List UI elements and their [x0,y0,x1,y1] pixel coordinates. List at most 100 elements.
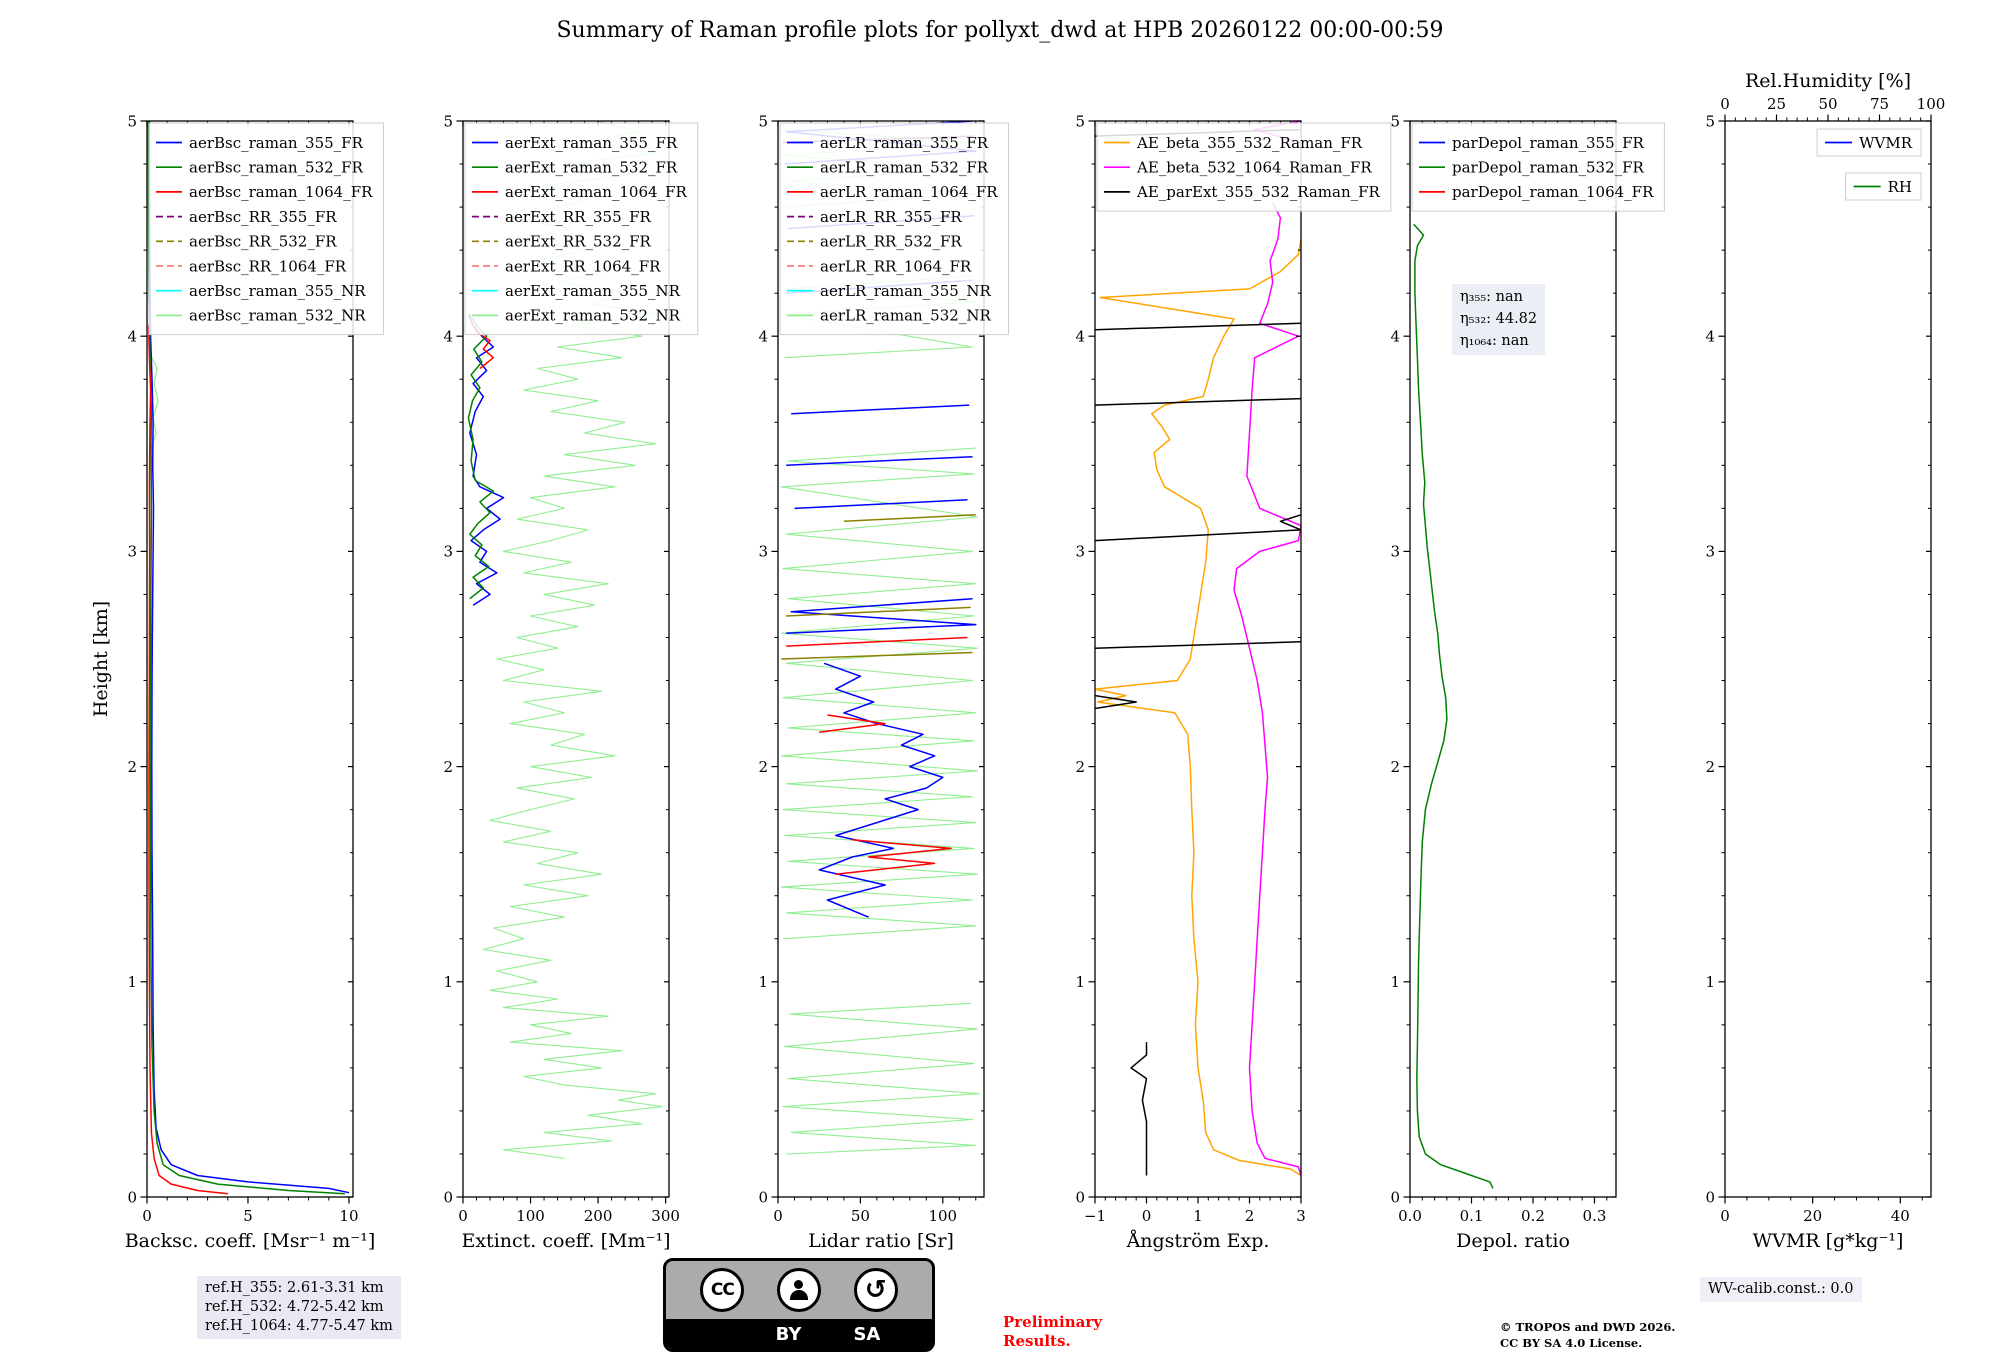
svg-text:2: 2 [1245,1207,1255,1225]
svg-text:10: 10 [339,1207,358,1225]
plot-frame [462,120,670,1198]
svg-text:75: 75 [1870,95,1889,113]
svg-text:parDepol_raman_1064_FR: parDepol_raman_1064_FR [1452,183,1654,201]
svg-text:3: 3 [1075,543,1085,561]
series-aerLR_raman_355_FR [786,597,977,634]
svg-text:25: 25 [1767,95,1786,113]
cc-icon-label: CC [710,1280,735,1300]
legend: AE_beta_355_532_Raman_FR AE_beta_532_1064… [1096,122,1392,212]
panel-extinction: 0 100 200 300 0 1 2 3 4 5 Extinct. coeff. [Mm⁻¹] ae… [443,112,699,1252]
svg-text:parDepol_raman_532_FR: parDepol_raman_532_FR [1452,158,1645,176]
legend: WVMR RH [1816,128,1922,201]
svg-text:4: 4 [1075,327,1085,345]
cc-license-badge: CC ↺ BY SA [663,1258,935,1352]
svg-text:0: 0 [773,1207,783,1225]
panel-depol: 0.0 0.1 0.2 0.3 0 1 2 3 4 5 Depol. ratio parDepol_r… [1390,112,1665,1252]
ref-height-532: ref.H_532: 4.72-5.42 km [205,1299,384,1316]
axes-ticks: 0 5 10 0 1 2 3 4 5 [127,112,358,1225]
svg-text:aerLR_raman_355_FR: aerLR_raman_355_FR [820,134,989,152]
svg-text:4: 4 [127,327,137,345]
svg-text:2: 2 [1075,758,1085,776]
svg-text:RH: RH [1888,178,1912,196]
svg-text:0: 0 [1390,1188,1400,1206]
axes-ticks: 0.0 0.1 0.2 0.3 0 1 2 3 4 5 [1390,112,1616,1225]
svg-text:aerLR_raman_532_NR: aerLR_raman_532_NR [820,307,991,325]
sa-arrow-icon: ↺ [853,1268,898,1312]
svg-text:5: 5 [758,112,768,130]
eta-1064-value: η₁₀₆₄: nan [1460,332,1529,349]
svg-text:aerExt_RR_1064_FR: aerExt_RR_1064_FR [505,257,661,275]
svg-text:aerExt_RR_532_FR: aerExt_RR_532_FR [505,233,652,251]
series-parDepol_raman_532_FR [1413,223,1494,1189]
svg-text:parDepol_raman_355_FR: parDepol_raman_355_FR [1452,134,1645,152]
svg-text:aerBsc_RR_532_FR: aerBsc_RR_532_FR [189,233,337,251]
figure-title: Summary of Raman profile plots for polly… [556,18,1444,43]
series-layer [147,121,350,1195]
plot-frame [146,120,354,1198]
svg-text:aerExt_raman_1064_FR: aerExt_raman_1064_FR [505,183,687,201]
svg-text:100: 100 [928,1207,957,1225]
plot-frame [1094,120,1302,1198]
sa-label: SA [853,1323,881,1345]
plot-frame [777,120,985,1198]
svg-text:1: 1 [443,973,453,991]
svg-text:0: 0 [127,1188,137,1206]
svg-text:2: 2 [127,758,137,776]
svg-text:0: 0 [1720,1207,1730,1225]
svg-text:0: 0 [142,1207,152,1225]
svg-text:3: 3 [443,543,453,561]
plot-frame [1409,120,1617,1198]
svg-text:50: 50 [1818,95,1837,113]
cc-icon: CC [700,1268,745,1312]
panel-lidar_ratio: 0 50 100 0 1 2 3 4 5 Lidar ratio [Sr] aerLR_raman_… [758,112,1010,1252]
series-AE_parExt_355_532_Raman_FR [1095,641,1301,649]
svg-text:0.3: 0.3 [1583,1207,1607,1225]
svg-text:2: 2 [1390,758,1400,776]
svg-text:aerLR_raman_1064_FR: aerLR_raman_1064_FR [820,183,998,201]
svg-text:aerBsc_raman_1064_FR: aerBsc_raman_1064_FR [189,183,373,201]
svg-text:aerLR_raman_532_FR: aerLR_raman_532_FR [820,158,989,176]
svg-text:−1: −1 [1084,1207,1106,1225]
series-layer [1413,223,1494,1189]
svg-text:5: 5 [243,1207,253,1225]
series-aerLR_raman_1064_FR [819,714,886,733]
svg-text:aerExt_raman_355_FR: aerExt_raman_355_FR [505,134,678,152]
svg-text:1: 1 [758,973,768,991]
svg-text:aerLR_RR_1064_FR: aerLR_RR_1064_FR [820,257,972,275]
ref-height-355: ref.H_355: 2.61-3.31 km [205,1280,384,1296]
series-aerBsc_raman_355_FR [148,121,350,1194]
svg-text:3: 3 [127,543,137,561]
svg-text:100: 100 [1917,95,1946,113]
svg-text:WVMR: WVMR [1859,134,1913,152]
copyright-note: © TROPOS and DWD 2026. CC BY SA 4.0 Lice… [1500,1320,1676,1350]
plot-frame [1724,120,1932,1198]
wv-calibration-note: WV-calib.const.: 0.0 [1700,1277,1862,1303]
svg-text:0: 0 [458,1207,468,1225]
svg-text:aerBsc_RR_355_FR: aerBsc_RR_355_FR [189,208,337,226]
svg-text:5: 5 [1705,112,1715,130]
svg-text:aerLR_raman_355_NR: aerLR_raman_355_NR [820,282,991,300]
series-AE_parExt_355_532_Raman_FR [1130,1042,1148,1176]
series-aerLR_raman_532_NR [782,1002,980,1155]
series-aerBsc_raman_532_NR [148,353,159,455]
series-aerLR_RR_532_FR [781,651,973,660]
svg-text:1: 1 [127,973,137,991]
ref-height-1064: ref.H_1064: 4.77-5.47 km [205,1318,393,1335]
svg-text:5: 5 [1390,112,1400,130]
series-AE_parExt_355_532_Raman_FR [1095,322,1301,331]
legend: aerLR_raman_355_FR aerLR_raman_532_FR aerL… [779,122,1010,336]
svg-text:1: 1 [1705,973,1715,991]
svg-text:0: 0 [443,1188,453,1206]
svg-text:2: 2 [758,758,768,776]
svg-text:AE_beta_532_1064_Raman_FR: AE_beta_532_1064_Raman_FR [1136,158,1372,176]
legend: aerBsc_raman_355_FR aerBsc_raman_532_FRae… [148,122,384,336]
series-AE_parExt_355_532_Raman_FR [1095,397,1301,406]
svg-text:5: 5 [127,112,137,130]
series-aerExt_raman_532_FR [467,314,495,600]
by-label: BY [775,1323,802,1345]
eta-355-value: η₃₅₅: nan [1460,289,1523,305]
